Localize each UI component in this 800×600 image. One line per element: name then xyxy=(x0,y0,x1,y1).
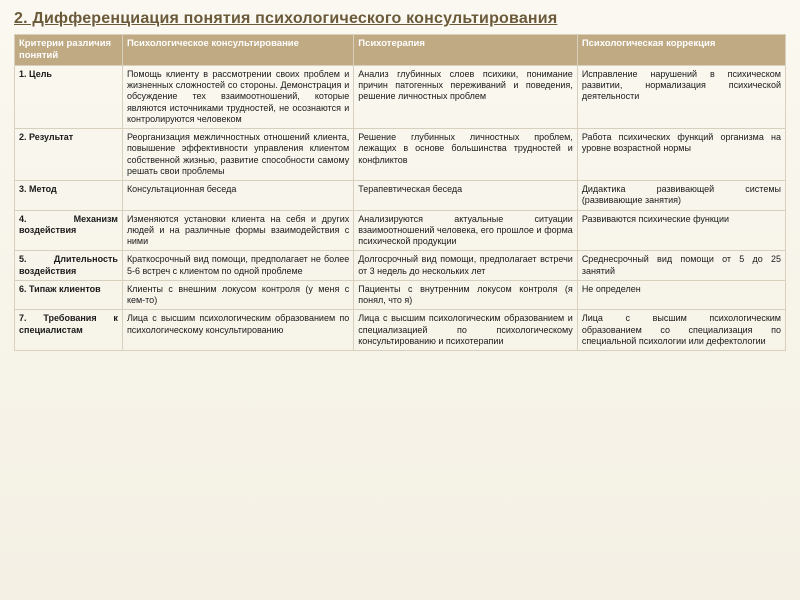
cell-consulting: Краткосрочный вид помощи, предполагает н… xyxy=(122,251,353,281)
col-header-criteria: Критерии различия понятий xyxy=(15,35,123,66)
cell-consulting: Помощь клиенту в рассмотрении своих проб… xyxy=(122,65,353,128)
slide-page: 2. Дифференциация понятия психологическо… xyxy=(0,0,800,600)
col-header-consulting: Психологическое консультирование xyxy=(122,35,353,66)
cell-consulting: Консультационная беседа xyxy=(122,181,353,211)
table-header-row: Критерии различия понятий Психологическо… xyxy=(15,35,786,66)
cell-consulting: Изменяются установки клиента на себя и д… xyxy=(122,210,353,251)
cell-correction: Исправление нарушений в психическом разв… xyxy=(577,65,785,128)
table-row: 5. Длительность воздействия Краткосрочны… xyxy=(15,251,786,281)
cell-correction: Дидактика развивающей системы (развивающ… xyxy=(577,181,785,211)
table-body: 1. Цель Помощь клиенту в рассмотрении св… xyxy=(15,65,786,350)
cell-consulting: Лица с высшим психологическим образовани… xyxy=(122,310,353,351)
cell-correction: Лица с высшим психологическим образовани… xyxy=(577,310,785,351)
table-row: 4. Механизм воздействия Изменяются устан… xyxy=(15,210,786,251)
page-title: 2. Дифференциация понятия психологическо… xyxy=(14,10,786,28)
cell-correction: Среднесрочный вид помощи от 5 до 25 заня… xyxy=(577,251,785,281)
differentiation-table: Критерии различия понятий Психологическо… xyxy=(14,34,786,351)
cell-therapy: Анализ глубинных слоев психики, понимани… xyxy=(354,65,578,128)
cell-correction: Не определен xyxy=(577,280,785,310)
criterion-label: 7. Требования к специалистам xyxy=(15,310,123,351)
table-row: 2. Результат Реорганизация межличностных… xyxy=(15,129,786,181)
cell-consulting: Клиенты с внешним локусом контроля (у ме… xyxy=(122,280,353,310)
table-row: 6. Типаж клиентов Клиенты с внешним локу… xyxy=(15,280,786,310)
cell-therapy: Пациенты с внутренним локусом контроля (… xyxy=(354,280,578,310)
cell-therapy: Долгосрочный вид помощи, предполагает вс… xyxy=(354,251,578,281)
criterion-label: 2. Результат xyxy=(15,129,123,181)
criterion-label: 5. Длительность воздействия xyxy=(15,251,123,281)
cell-therapy: Терапевтическая беседа xyxy=(354,181,578,211)
cell-correction: Работа психических функций организма на … xyxy=(577,129,785,181)
criterion-label: 4. Механизм воздействия xyxy=(15,210,123,251)
cell-therapy: Анализируются актуальные ситуации взаимо… xyxy=(354,210,578,251)
criterion-label: 6. Типаж клиентов xyxy=(15,280,123,310)
criterion-label: 3. Метод xyxy=(15,181,123,211)
col-header-correction: Психологическая коррекция xyxy=(577,35,785,66)
table-row: 7. Требования к специалистам Лица с высш… xyxy=(15,310,786,351)
table-row: 3. Метод Консультационная беседа Терапев… xyxy=(15,181,786,211)
col-header-therapy: Психотерапия xyxy=(354,35,578,66)
cell-correction: Развиваются психические функции xyxy=(577,210,785,251)
criterion-label: 1. Цель xyxy=(15,65,123,128)
cell-therapy: Лица с высшим психологическим образовани… xyxy=(354,310,578,351)
cell-therapy: Решение глубинных личностных проблем, ле… xyxy=(354,129,578,181)
cell-consulting: Реорганизация межличностных отношений кл… xyxy=(122,129,353,181)
table-row: 1. Цель Помощь клиенту в рассмотрении св… xyxy=(15,65,786,128)
